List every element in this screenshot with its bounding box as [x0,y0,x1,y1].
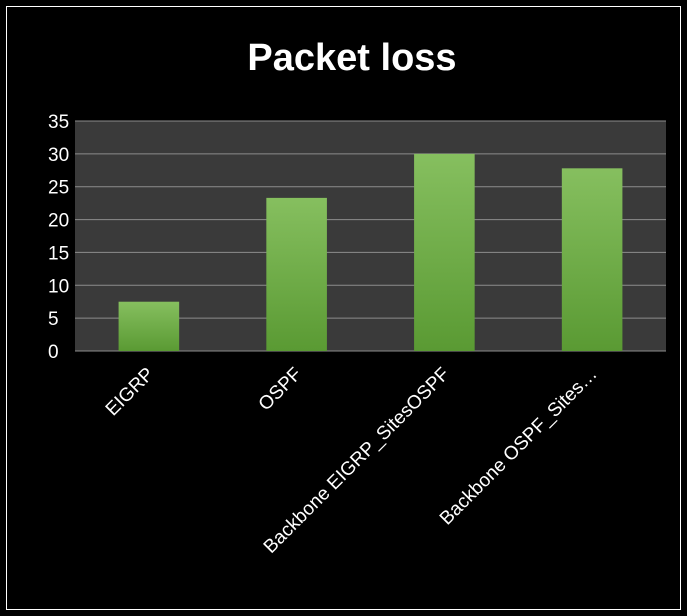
y-tick-label: 20 [48,211,69,232]
y-tick-label: 5 [48,309,59,330]
bar-3 [414,153,475,351]
y-tick-label: 10 [48,276,69,297]
x-tick-label: OSPF [255,364,306,415]
bar-4 [561,168,623,351]
bar-1 [118,301,180,351]
y-tick-label: 15 [48,243,69,264]
y-tick-label: 30 [48,145,69,166]
bar-2 [266,197,327,351]
y-tick-label: 0 [48,342,59,363]
x-tick-label: EIGRP [102,364,159,421]
chart-title: Packet loss [247,37,456,79]
y-tick-label: 35 [48,112,69,133]
x-tick-label: Backbone OSPF_Sites… [436,364,602,530]
y-tick-label: 25 [48,178,69,199]
